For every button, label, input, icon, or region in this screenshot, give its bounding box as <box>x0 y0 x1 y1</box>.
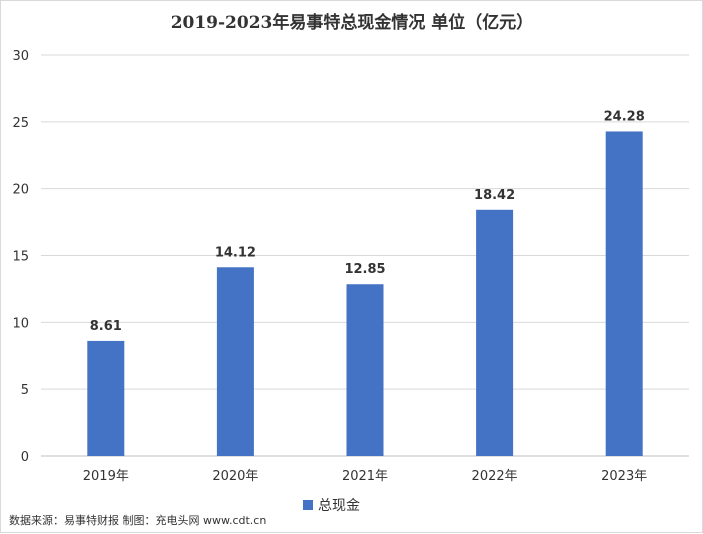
bars <box>87 131 643 456</box>
y-tick-label: 15 <box>12 250 29 265</box>
chart-title: 2019-2023年易事特总现金情况 单位（亿元） <box>171 12 534 33</box>
data-labels: 8.61 14.12 12.85 18.42 24.28 <box>90 109 645 333</box>
y-tick-label: 10 <box>12 316 29 331</box>
x-tick-label: 2019年 <box>83 469 129 484</box>
x-tick-label: 2023年 <box>601 469 647 484</box>
bar <box>605 131 643 456</box>
data-label: 8.61 <box>90 319 122 334</box>
legend-label: 总现金 <box>318 498 360 514</box>
bar <box>87 340 125 456</box>
data-label: 24.28 <box>604 109 645 124</box>
x-tick-label: 2020年 <box>212 469 258 484</box>
x-axis-ticks: 2019年 2020年 2021年 2022年 2023年 <box>83 469 647 484</box>
legend: 总现金 <box>303 498 360 514</box>
y-axis-ticks: 0 5 10 15 20 25 30 <box>12 49 29 465</box>
data-label: 14.12 <box>215 245 256 260</box>
legend-swatch <box>303 500 313 510</box>
bar <box>476 209 514 456</box>
source-note: 数据来源：易事特财报 制图：充电头网 www.cdt.cn <box>9 513 266 527</box>
y-tick-label: 20 <box>12 183 29 198</box>
data-label: 18.42 <box>474 188 515 203</box>
x-tick-label: 2021年 <box>342 469 388 484</box>
y-tick-label: 5 <box>21 383 29 398</box>
bar <box>216 267 254 456</box>
bar <box>346 284 384 456</box>
data-label: 12.85 <box>344 262 385 277</box>
y-tick-label: 30 <box>12 49 29 64</box>
y-tick-label: 0 <box>21 450 29 465</box>
x-tick-label: 2022年 <box>472 469 518 484</box>
y-tick-label: 25 <box>12 116 29 131</box>
